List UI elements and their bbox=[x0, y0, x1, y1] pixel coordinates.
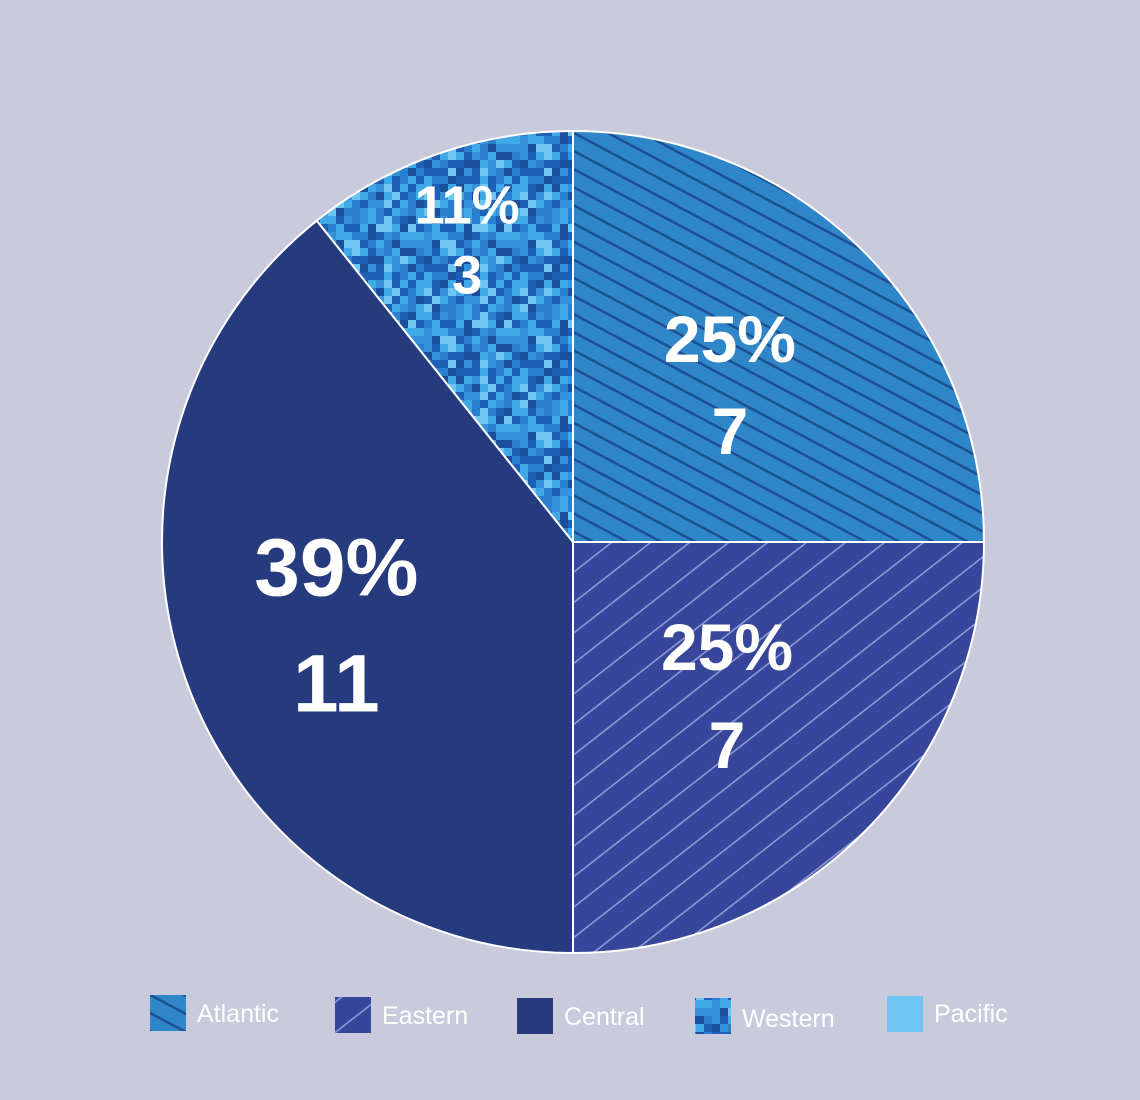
pie-slice-central bbox=[161, 219, 574, 955]
legend: Atlantic Eastern Central Western Pacific bbox=[150, 995, 1008, 1034]
legend-swatch-central bbox=[517, 998, 553, 1034]
slice-percent-label-central: 39% bbox=[254, 523, 418, 614]
pie-slice-labels: 25% 7 25% 7 39% 11 11% 3 bbox=[254, 175, 796, 782]
legend-label-atlantic: Atlantic bbox=[197, 1000, 279, 1028]
pie-slice-atlantic bbox=[572, 129, 986, 543]
pie-slices bbox=[161, 129, 986, 955]
legend-swatch-eastern bbox=[335, 997, 371, 1033]
legend-swatch-pacific bbox=[887, 996, 923, 1032]
slice-value-label-western: 3 bbox=[452, 245, 482, 305]
slice-percent-label-eastern: 25% bbox=[661, 610, 793, 684]
legend-label-eastern: Eastern bbox=[382, 1002, 468, 1030]
legend-swatch-western bbox=[695, 998, 731, 1034]
pie-slice-western bbox=[315, 129, 574, 545]
legend-swatch-atlantic bbox=[150, 995, 186, 1031]
slice-value-label-atlantic: 7 bbox=[712, 394, 749, 468]
slice-percent-label-western: 11% bbox=[415, 175, 520, 235]
slice-value-label-central: 11 bbox=[293, 639, 380, 730]
legend-label-central: Central bbox=[564, 1003, 645, 1031]
legend-label-western: Western bbox=[742, 1005, 835, 1033]
legend-label-pacific: Pacific bbox=[934, 1000, 1008, 1028]
slice-value-label-eastern: 7 bbox=[709, 708, 746, 782]
slice-percent-label-atlantic: 25% bbox=[664, 302, 796, 376]
pie-slice-eastern bbox=[572, 541, 986, 955]
